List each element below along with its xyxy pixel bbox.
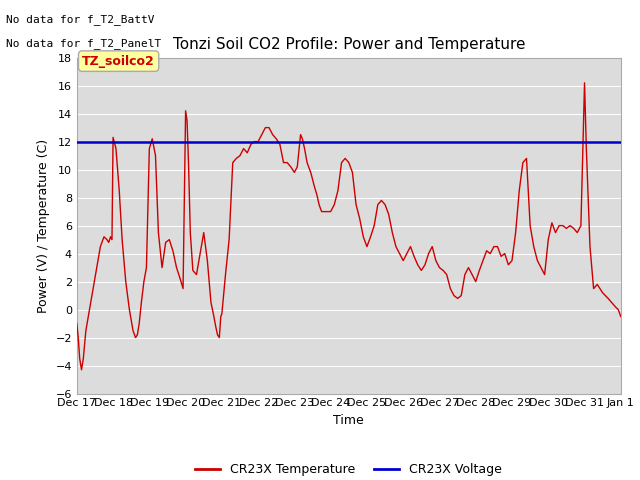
Y-axis label: Power (V) / Temperature (C): Power (V) / Temperature (C) <box>37 139 50 312</box>
X-axis label: Time: Time <box>333 414 364 427</box>
Text: TZ_soilco2: TZ_soilco2 <box>82 55 155 68</box>
Title: Tonzi Soil CO2 Profile: Power and Temperature: Tonzi Soil CO2 Profile: Power and Temper… <box>173 37 525 52</box>
Text: No data for f_T2_BattV: No data for f_T2_BattV <box>6 14 155 25</box>
Legend: CR23X Temperature, CR23X Voltage: CR23X Temperature, CR23X Voltage <box>190 458 508 480</box>
Text: No data for f_T2_PanelT: No data for f_T2_PanelT <box>6 38 162 49</box>
